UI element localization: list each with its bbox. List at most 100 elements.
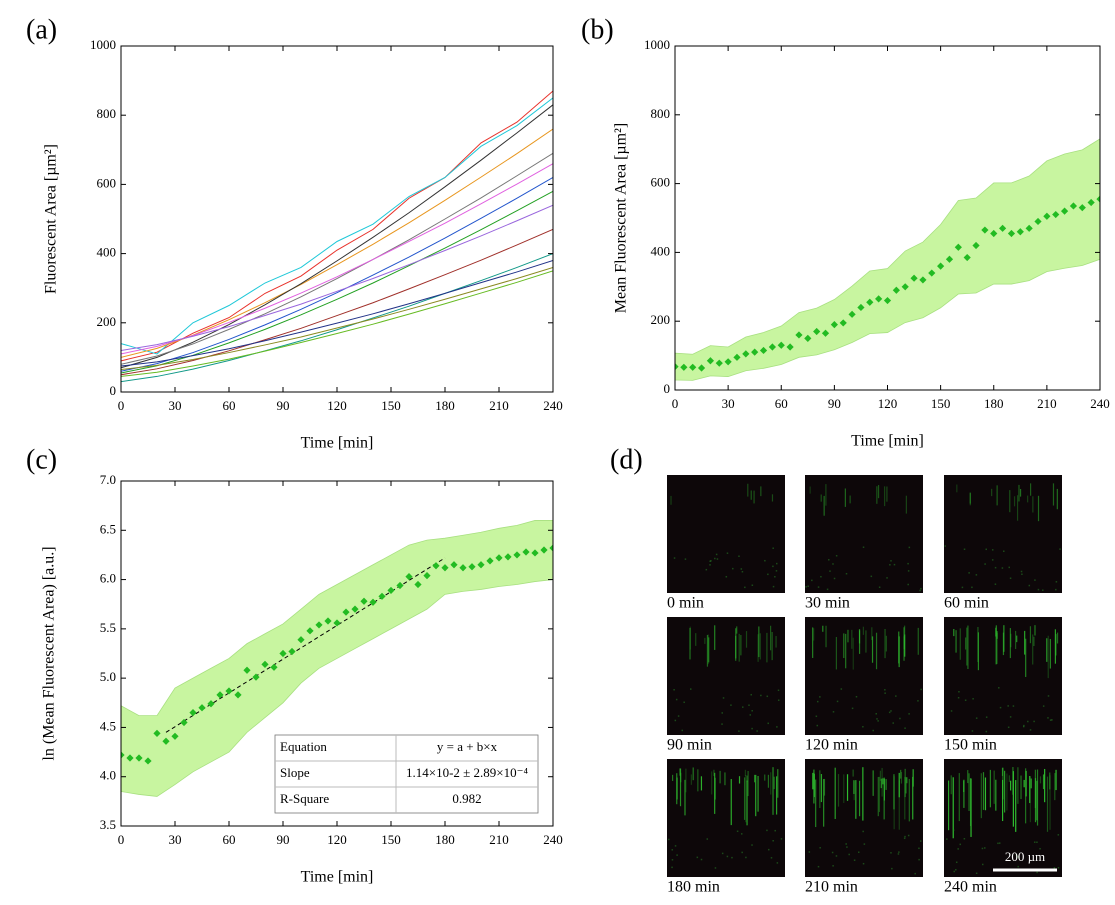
fluorescence-dot	[777, 689, 780, 692]
fluorescence-dot	[832, 865, 834, 867]
data-point	[821, 329, 830, 337]
fluorescence-dot	[971, 586, 973, 589]
data-point	[963, 253, 971, 262]
fluorescence-dot	[1034, 579, 1036, 581]
fluorescence-dot	[981, 863, 984, 866]
fluorescence-dot	[840, 688, 843, 690]
fluorescence-dot	[671, 866, 673, 869]
x-tick-label: 0	[118, 398, 125, 413]
fluorescence-dot	[888, 711, 891, 714]
data-point	[207, 700, 215, 708]
data-point	[919, 276, 927, 284]
fluorescence-dot	[776, 862, 779, 864]
fluorescence-dot	[964, 699, 967, 701]
x-tick-label: 60	[223, 832, 236, 847]
y-tick-label: 7.0	[100, 472, 116, 487]
fluorescence-dot	[1027, 720, 1029, 723]
fluorescence-dot	[876, 718, 878, 720]
x-tick-label: 180	[435, 832, 455, 847]
data-point	[126, 754, 134, 762]
data-point	[225, 687, 233, 695]
data-point	[495, 554, 503, 562]
x-axis-title: Time [min]	[301, 435, 374, 452]
fluorescence-dot	[848, 853, 850, 856]
data-point	[883, 296, 892, 305]
fluorescence-dot	[764, 559, 766, 562]
fluorescence-dot	[893, 563, 896, 566]
fluorescence-dot	[777, 699, 780, 701]
x-tick-label: 30	[169, 398, 182, 413]
fluorescence-dot	[829, 570, 831, 572]
fluorescence-dot	[904, 727, 906, 729]
fluorescence-dot	[721, 852, 724, 855]
data-line	[121, 90, 553, 362]
fluorescence-dot	[676, 854, 678, 856]
fluorescence-dot	[766, 695, 769, 698]
fluorescence-dot	[819, 847, 821, 849]
fluorescence-dot	[833, 577, 836, 580]
fluorescence-dot	[907, 834, 910, 837]
fluorescence-dot	[1003, 550, 1005, 552]
data-point	[252, 673, 260, 681]
data-point	[387, 586, 395, 595]
data-point	[162, 737, 170, 745]
data-point	[768, 343, 776, 351]
x-tick-label: 180	[984, 396, 1004, 411]
fluorescence-dot	[772, 839, 774, 842]
fluorescence-dot	[1055, 588, 1057, 591]
fluorescence-dot	[808, 851, 811, 853]
fluorescence-dot	[820, 575, 822, 578]
fluorescence-dot	[1036, 871, 1038, 874]
fluorescence-dot	[673, 688, 675, 691]
fluorescence-dot	[998, 687, 1000, 689]
data-point	[1034, 217, 1042, 226]
fluorescence-dot	[805, 586, 807, 588]
data-point	[892, 286, 900, 294]
x-tick-label: 30	[169, 832, 182, 847]
micrograph-caption: 180 min	[667, 879, 720, 896]
data-point	[441, 564, 449, 572]
data-point	[981, 226, 989, 234]
fluorescence-dot	[857, 851, 860, 853]
data-point	[857, 303, 865, 312]
micrograph-caption: 60 min	[944, 595, 989, 612]
fluorescence-dot	[683, 701, 685, 704]
x-tick-label: 240	[1090, 396, 1110, 411]
micrograph	[667, 759, 785, 877]
data-point	[830, 321, 838, 329]
axis-frame	[120, 45, 554, 393]
fluorescence-dot	[835, 555, 838, 557]
micrograph-caption: 150 min	[944, 737, 997, 754]
y-tick-label: 4.0	[100, 768, 116, 783]
data-point	[1060, 207, 1069, 215]
fluorescence-dot	[946, 838, 948, 840]
fluorescence-dot	[1012, 705, 1015, 707]
fluorescence-dot	[950, 710, 953, 712]
fluorescence-dot	[846, 846, 848, 848]
fluorescence-dot	[731, 856, 733, 859]
fluorescence-dot	[674, 845, 677, 847]
fluorescence-dot	[726, 855, 729, 858]
data-point	[351, 605, 359, 613]
fluorescence-dot	[721, 723, 723, 725]
x-axis-title: Time [min]	[851, 433, 924, 450]
table-cell: y = a + b×x	[437, 739, 498, 754]
data-point	[999, 224, 1007, 232]
data-point	[786, 343, 794, 351]
fluorescence-dot	[751, 584, 754, 587]
micrograph-caption: 90 min	[667, 737, 712, 754]
fluorescence-dot	[1055, 581, 1058, 583]
fluorescence-dot	[1020, 570, 1023, 573]
fluorescence-dot	[730, 704, 732, 706]
data-line	[121, 163, 553, 355]
fluorescence-dot	[671, 859, 674, 861]
data-point	[972, 241, 980, 250]
fluorescence-dot	[1008, 566, 1011, 569]
fluorescence-dot	[994, 566, 997, 569]
x-tick-label: 240	[543, 398, 563, 413]
table-cell: 1.14×10-2 ± 2.89×10⁻⁴	[406, 765, 528, 780]
data-point	[742, 350, 750, 358]
data-point	[468, 563, 476, 571]
fluorescence-dot	[741, 570, 744, 573]
panel-label: (c)	[26, 444, 57, 475]
